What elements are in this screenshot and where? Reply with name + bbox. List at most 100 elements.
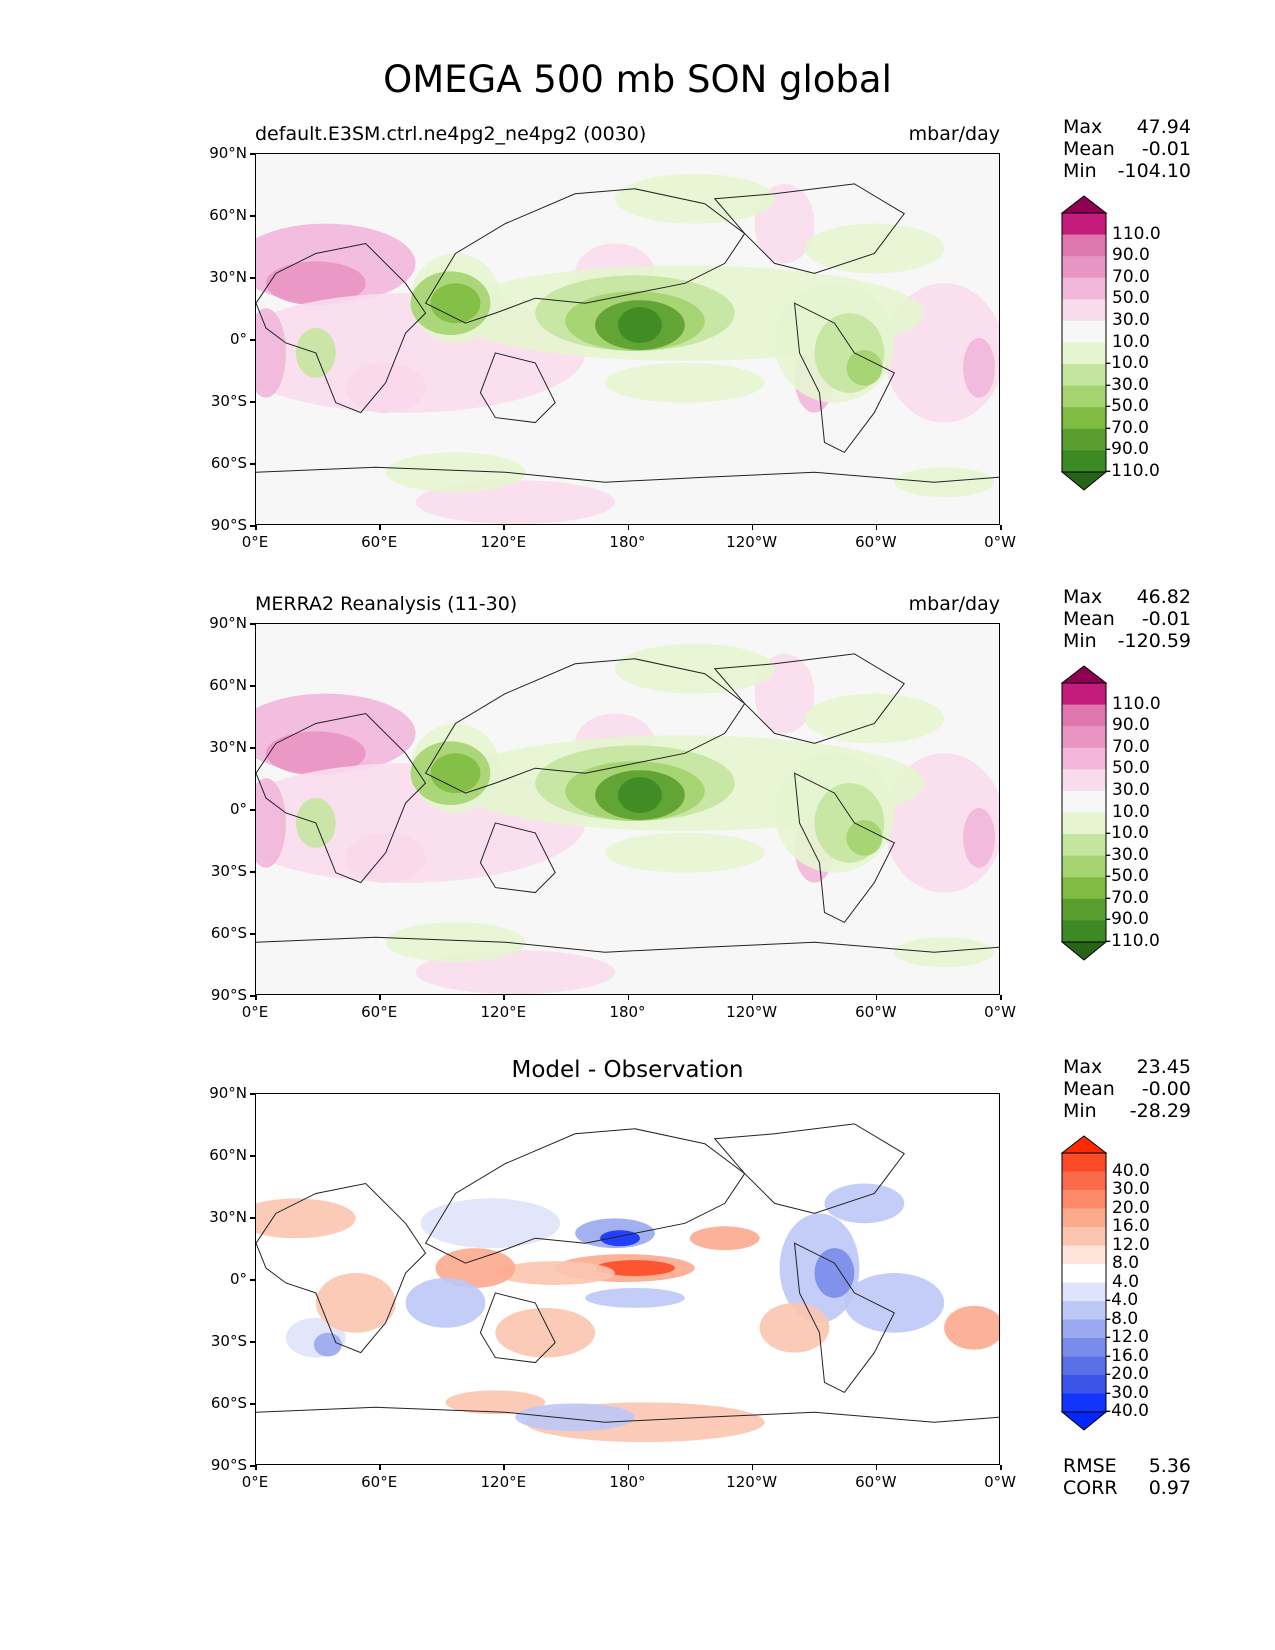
colorbar-label: -50.0 bbox=[1105, 866, 1149, 887]
lon-tick bbox=[627, 995, 629, 1000]
colorbar-label: 10.0 bbox=[1112, 801, 1150, 822]
lat-tick bbox=[250, 1279, 255, 1281]
lon-tick bbox=[751, 1465, 754, 1470]
score-row: CORR 0.97 bbox=[1063, 1477, 1191, 1499]
coastline bbox=[424, 1128, 746, 1264]
panel-stats: Max 46.82 Mean -0.01 Min -120.59 bbox=[1063, 586, 1191, 652]
colorbar-label: -90.0 bbox=[1105, 439, 1149, 460]
colorbar-cell bbox=[1062, 683, 1106, 706]
colorbar-label: -10.0 bbox=[1105, 353, 1149, 374]
lat-tick-label: 60°N bbox=[209, 206, 247, 224]
stat-value: 47.94 bbox=[1136, 116, 1191, 138]
colorbar-cell bbox=[1062, 1319, 1106, 1339]
stat-value: 23.45 bbox=[1136, 1056, 1191, 1078]
lat-tick-label: 60°N bbox=[209, 676, 247, 694]
lat-tick bbox=[250, 623, 255, 625]
lat-tick bbox=[250, 933, 255, 935]
colorbar-extend-bottom bbox=[1061, 471, 1108, 491]
contour-region bbox=[689, 1226, 760, 1251]
panel-stats: Max 23.45 Mean -0.00 Min -28.29 bbox=[1063, 1056, 1191, 1122]
contour-region bbox=[814, 1248, 855, 1298]
contour-region bbox=[315, 1273, 396, 1333]
colorbar-label: 70.0 bbox=[1112, 736, 1150, 757]
colorbar-label: -10.0 bbox=[1105, 823, 1149, 844]
coastline bbox=[256, 936, 999, 953]
colorbar-label: 110.0 bbox=[1112, 693, 1161, 714]
stat-label: Mean bbox=[1063, 138, 1115, 160]
lat-tick-label: 90°S bbox=[210, 1456, 247, 1474]
colorbar-cell bbox=[1062, 1171, 1106, 1191]
colorbar-label: 8.0 bbox=[1112, 1253, 1140, 1273]
colorbar-cell bbox=[1062, 450, 1106, 473]
colorbar-cell bbox=[1062, 1356, 1106, 1376]
lon-tick bbox=[627, 1465, 629, 1470]
score-row: RMSE 5.36 bbox=[1063, 1455, 1191, 1477]
stat-label: Mean bbox=[1063, 608, 1115, 630]
colorbar-label: 70.0 bbox=[1112, 266, 1150, 287]
panel-units: mbar/day bbox=[908, 123, 1000, 145]
stat-value: -0.00 bbox=[1141, 1078, 1191, 1100]
colorbar-outline bbox=[1061, 212, 1107, 473]
colorbar-cell bbox=[1062, 299, 1106, 322]
lat-tick-label: 60°S bbox=[210, 1394, 247, 1412]
map-panel bbox=[255, 153, 1000, 525]
contour-region bbox=[445, 1390, 546, 1415]
score-label: CORR bbox=[1063, 1477, 1118, 1499]
map-panel bbox=[255, 1093, 1000, 1465]
lat-tick-label: 0° bbox=[229, 1270, 247, 1288]
stat-label: Max bbox=[1063, 1056, 1103, 1078]
contour-region bbox=[405, 1278, 486, 1328]
lon-tick bbox=[503, 995, 505, 1000]
colorbar-label: 30.0 bbox=[1112, 1179, 1150, 1199]
lon-tick-label: 60°W bbox=[855, 1003, 897, 1021]
contour-region bbox=[385, 922, 526, 963]
contour-region bbox=[515, 1403, 635, 1432]
lon-tick-label: 60°W bbox=[855, 533, 897, 551]
figure-title: OMEGA 500 mb SON global bbox=[383, 58, 892, 101]
colorbar-cell bbox=[1062, 1301, 1106, 1320]
coastline bbox=[256, 712, 427, 884]
panel-title-center: Model - Observation bbox=[511, 1057, 744, 1083]
lon-tick-label: 120°E bbox=[480, 1473, 527, 1491]
colorbar-label: -90.0 bbox=[1105, 909, 1149, 930]
contour-region bbox=[759, 1302, 830, 1353]
map-panel bbox=[255, 623, 1000, 995]
stat-row: Min -104.10 bbox=[1063, 160, 1191, 182]
colorbar-cell bbox=[1062, 877, 1106, 900]
stat-label: Mean bbox=[1063, 1078, 1115, 1100]
colorbar-cell bbox=[1062, 1282, 1106, 1302]
lon-tick bbox=[1000, 1465, 1002, 1470]
coastline bbox=[479, 352, 556, 424]
coastline bbox=[256, 242, 427, 414]
lon-tick-label: 120°E bbox=[480, 1003, 527, 1021]
coastline bbox=[424, 188, 746, 324]
contour-region bbox=[420, 1198, 561, 1249]
contour-field bbox=[256, 643, 999, 994]
contour-region bbox=[313, 1332, 342, 1357]
contour-region bbox=[615, 173, 775, 224]
contour-region bbox=[894, 467, 995, 498]
colorbar-label: -16.0 bbox=[1105, 1345, 1149, 1366]
panel-title-left: MERRA2 Reanalysis (11-30) bbox=[255, 593, 518, 615]
lat-tick bbox=[250, 525, 255, 527]
contour-region bbox=[963, 338, 996, 398]
coastline bbox=[713, 1123, 905, 1214]
contour-region bbox=[600, 1230, 640, 1247]
score-value: 5.36 bbox=[1148, 1455, 1191, 1477]
stat-value: 46.82 bbox=[1136, 586, 1191, 608]
coastline bbox=[256, 1182, 427, 1354]
panel-units: mbar/day bbox=[908, 593, 1000, 615]
lon-tick-label: 0°W bbox=[984, 1473, 1016, 1491]
lon-tick bbox=[379, 525, 381, 530]
colorbar-label: 30.0 bbox=[1112, 779, 1150, 800]
lat-tick bbox=[250, 995, 255, 997]
lat-tick bbox=[250, 1403, 255, 1405]
colorbar-cell bbox=[1062, 1375, 1106, 1394]
colorbar-label: -110.0 bbox=[1105, 931, 1160, 951]
lon-tick bbox=[379, 1465, 381, 1470]
colorbar-label: -40.0 bbox=[1105, 1401, 1149, 1421]
colorbar-label: 20.0 bbox=[1112, 1197, 1150, 1218]
contour-region bbox=[605, 362, 765, 403]
stat-row: Max 47.94 bbox=[1063, 116, 1191, 138]
stat-row: Min -120.59 bbox=[1063, 630, 1191, 652]
